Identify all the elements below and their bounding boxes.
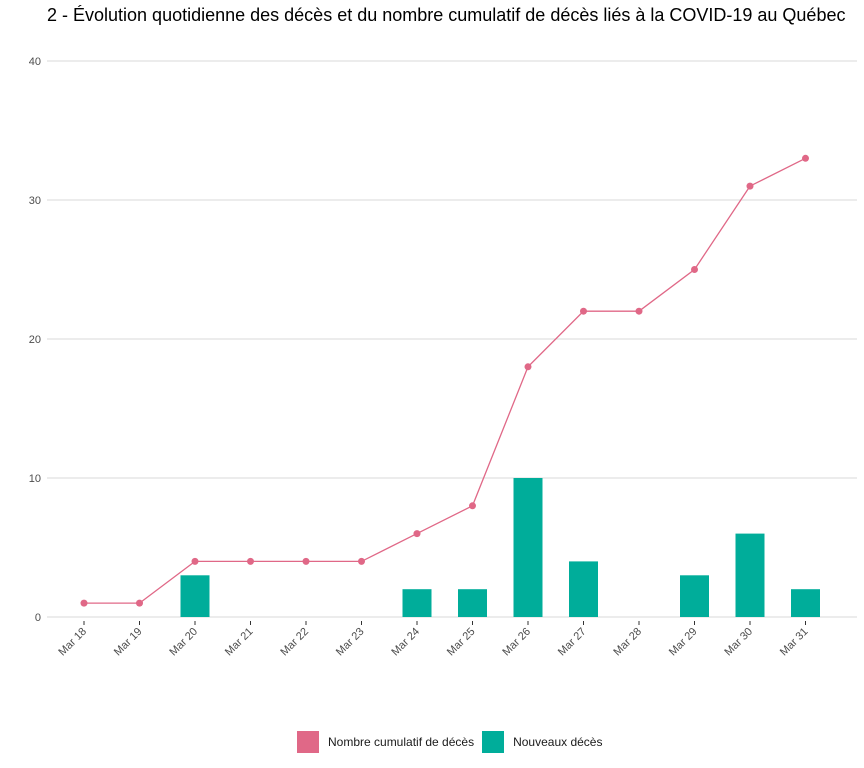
cumulative-line — [84, 157, 806, 604]
legend-swatch-cumulative — [297, 731, 319, 753]
y-tick-label: 20 — [29, 334, 41, 346]
bar — [569, 561, 598, 617]
x-tick-label: Mar 26 — [500, 626, 533, 659]
x-tick-label: Mar 24 — [389, 626, 422, 659]
y-tick-label: 30 — [29, 195, 41, 207]
x-tick-label: Mar 27 — [556, 626, 589, 659]
legend-item-new-deaths: Nouveaux décès — [482, 731, 602, 753]
legend-label-new-deaths: Nouveaux décès — [513, 735, 603, 749]
x-tick-label: Mar 22 — [278, 626, 311, 659]
legend: Nombre cumulatif de décès Nouveaux décès — [297, 731, 610, 753]
x-tick-label: Mar 28 — [611, 626, 644, 659]
line-point — [746, 182, 754, 190]
x-tick-label: Mar 25 — [445, 626, 478, 659]
y-axis-ticks: 0 10 20 30 40 — [29, 56, 41, 624]
x-axis-ticks: Mar 18 Mar 19 Mar 20 Mar 21 Mar 22 Mar 23 Mar … — [56, 621, 811, 659]
bar — [791, 589, 820, 617]
x-tick-label: Mar 18 — [56, 626, 89, 659]
line-point — [691, 266, 698, 273]
line-point — [469, 502, 476, 510]
bar — [680, 575, 709, 617]
legend-swatch-new-deaths — [482, 731, 505, 753]
y-tick-label: 40 — [29, 56, 41, 68]
line-series — [80, 154, 809, 607]
line-point — [80, 599, 88, 607]
bar — [458, 589, 487, 617]
line-point — [580, 307, 587, 315]
bar — [402, 589, 432, 617]
legend-label-cumulative: Nombre cumulatif de décès — [328, 735, 475, 749]
gridlines — [47, 60, 857, 618]
bar — [735, 533, 765, 617]
line-point — [413, 530, 421, 538]
x-tick-label: Mar 19 — [112, 626, 145, 659]
line-point — [635, 307, 643, 315]
line-point — [524, 363, 532, 371]
line-point — [247, 557, 254, 565]
line-point — [802, 154, 809, 162]
y-tick-label: 0 — [35, 612, 41, 624]
x-tick-label: Mar 30 — [722, 626, 755, 659]
x-tick-label: Mar 29 — [667, 626, 700, 659]
bar — [513, 478, 543, 617]
line-point — [191, 557, 199, 565]
chart-title: 2 - Évolution quotidienne des décès et d… — [47, 5, 846, 25]
line-point — [302, 557, 310, 565]
x-tick-label: Mar 31 — [778, 626, 811, 659]
legend-item-cumulative: Nombre cumulatif de décès — [297, 731, 474, 753]
bar — [180, 575, 210, 617]
y-tick-label: 10 — [29, 473, 41, 485]
bar-series — [180, 478, 820, 617]
line-point — [136, 599, 143, 607]
line-point — [358, 557, 365, 565]
x-tick-label: Mar 20 — [167, 626, 200, 659]
x-tick-label: Mar 23 — [334, 626, 367, 659]
x-tick-label: Mar 21 — [223, 626, 256, 659]
